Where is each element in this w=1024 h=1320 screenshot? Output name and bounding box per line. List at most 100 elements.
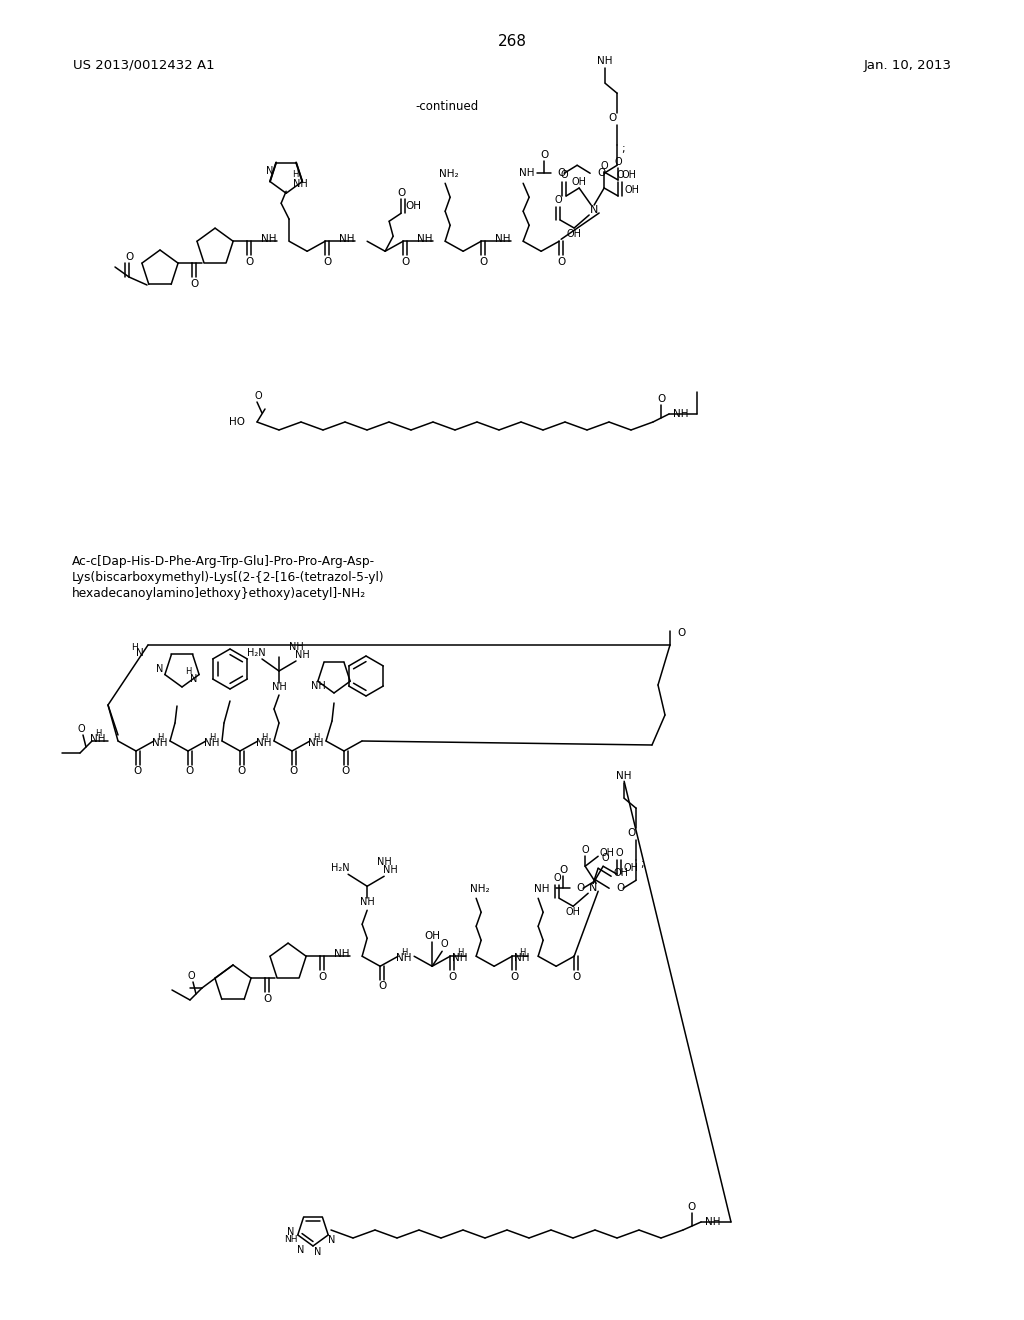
Text: OH: OH [566,228,582,239]
Text: Ac-c[Dap-His-D-Phe-Arg-Trp-Glu]-Pro-Pro-Arg-Asp-: Ac-c[Dap-His-D-Phe-Arg-Trp-Glu]-Pro-Pro-… [72,556,375,569]
Text: H: H [292,170,298,178]
Text: NH: NH [339,234,355,244]
Text: 268: 268 [498,34,526,49]
Text: OH: OH [406,201,421,211]
Text: OH: OH [613,869,629,878]
Text: NH: NH [153,738,168,748]
Text: OH: OH [424,931,440,941]
Text: H: H [95,729,101,738]
Text: O: O [397,189,406,198]
Text: O: O [601,853,609,863]
Text: O: O [597,168,605,178]
Text: NH₂: NH₂ [439,169,459,180]
Text: O: O [77,723,85,734]
Text: H: H [131,644,137,652]
Text: O: O [342,766,350,776]
Text: O: O [557,168,565,178]
Text: O: O [540,150,548,160]
Text: O: O [614,157,622,168]
Text: O: O [254,391,262,401]
Text: NH: NH [418,234,433,244]
Text: HO: HO [229,417,245,426]
Text: O: O [582,845,589,855]
Text: -continued: -continued [415,100,478,114]
Text: NH: NH [496,234,511,244]
Text: NH: NH [706,1217,721,1228]
Text: NH: NH [295,649,309,660]
Text: N: N [590,205,598,215]
Text: O: O [510,973,518,982]
Text: H: H [519,948,525,957]
Text: NH: NH [597,57,613,66]
Text: NH: NH [453,953,468,964]
Text: OH: OH [571,177,587,187]
Text: ;: ; [640,859,644,870]
Text: N: N [288,1228,295,1237]
Text: NH: NH [335,949,350,960]
Text: OH: OH [625,185,640,195]
Text: O: O [290,766,298,776]
Text: O: O [600,161,608,172]
Text: O: O [449,973,457,982]
Text: O: O [553,874,561,883]
Text: NH: NH [293,180,307,189]
Text: NH: NH [285,1236,298,1245]
Text: O: O [187,972,195,981]
Text: H: H [457,948,463,957]
Text: O: O [318,973,327,982]
Text: O: O [238,766,246,776]
Text: Lys(biscarboxymethyl)-Lys[(2-{2-[16-(tetrazol-5-yl): Lys(biscarboxymethyl)-Lys[(2-{2-[16-(tet… [72,572,385,585]
Text: H: H [312,733,319,742]
Text: H: H [184,668,191,676]
Text: O: O [688,1203,696,1212]
Text: NH: NH [396,953,412,964]
Text: H₂N: H₂N [247,648,265,657]
Text: NH: NH [519,168,535,178]
Text: H: H [157,733,163,742]
Text: N: N [190,675,198,684]
Text: NH: NH [310,681,326,690]
Text: NH: NH [535,884,550,894]
Text: O: O [323,257,332,267]
Text: NH: NH [204,738,220,748]
Text: H₂N: H₂N [331,863,349,874]
Text: O: O [378,981,386,991]
Text: O: O [616,170,624,180]
Text: NH: NH [616,771,632,781]
Text: H: H [209,733,215,742]
Text: O: O [479,257,487,267]
Text: NH: NH [377,857,391,867]
Text: O: O [125,252,133,261]
Text: US 2013/0012432 A1: US 2013/0012432 A1 [73,58,215,71]
Text: O: O [577,883,585,894]
Text: O: O [554,195,562,205]
Text: NH₂: NH₂ [470,884,489,894]
Text: N: N [314,1247,322,1257]
Text: O: O [678,628,686,638]
Text: hexadecanoylamino]ethoxy}ethoxy)acetyl]-NH₂: hexadecanoylamino]ethoxy}ethoxy)acetyl]-… [72,587,367,601]
Text: N: N [329,1236,336,1245]
Text: O: O [440,940,447,949]
Text: NH: NH [383,865,397,875]
Text: NH: NH [256,738,271,748]
Text: H: H [261,733,267,742]
Text: O: O [627,828,635,838]
Text: OH: OH [600,849,614,858]
Text: N: N [157,664,164,675]
Text: O: O [560,170,568,180]
Text: NH: NH [289,642,303,652]
Text: OH: OH [565,907,581,917]
Text: O: O [559,865,567,875]
Text: OH: OH [624,863,639,874]
Text: H: H [401,948,408,957]
Text: O: O [557,257,565,267]
Text: O: O [608,114,616,123]
Text: N: N [136,648,144,657]
Text: NH: NH [359,898,375,907]
Text: OH: OH [622,170,637,180]
Text: NH: NH [514,953,529,964]
Text: O: O [263,994,271,1005]
Text: O: O [615,849,623,858]
Text: Jan. 10, 2013: Jan. 10, 2013 [864,58,952,71]
Text: NH: NH [90,734,105,744]
